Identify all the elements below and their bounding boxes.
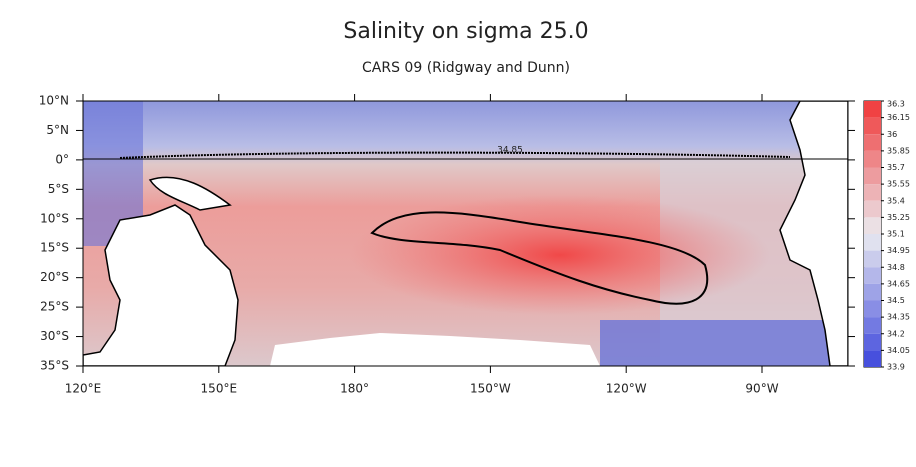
colorbar-label: 34.65 [887,279,910,288]
title: Salinity on sigma 25.0 [343,19,588,44]
x-tick-label: 90°W [745,382,778,396]
contour [370,211,709,305]
y-tick-label: 10°S [40,211,69,225]
y-tick-label: 25°S [40,300,69,314]
x-tick-label: 150°W [470,382,511,396]
colorbar-label: 36.15 [887,113,910,122]
colorbar-label: 34.5 [887,296,905,305]
colorbar-label: 35.85 [887,146,910,155]
colorbar-label: 34.2 [887,329,905,338]
colorbar-label: 36.3 [887,100,905,109]
x-tick-label: 180° [340,382,369,396]
plot-frame [82,100,849,367]
y-tick-label: 20°S [40,270,69,284]
colorbar-label: 35.55 [887,180,910,189]
colorbar-label: 34.35 [887,313,910,322]
land [83,204,239,366]
y-tick-label: 5°N [46,123,69,137]
colorbar-label: 35.7 [887,163,905,172]
colorbar-swatch [864,333,881,351]
colorbar-label: 35.1 [887,230,905,239]
contour [119,151,791,159]
colorbar-swatch [864,234,881,251]
colorbar-swatch [864,317,881,334]
colorbar-swatch [864,300,881,318]
colorbar-label: 35.4 [887,196,905,205]
colorbar-swatch [864,283,881,301]
map-field [83,101,848,366]
colorbar-label: 35.25 [887,213,910,222]
colorbar-swatch [864,134,881,151]
land [779,101,848,366]
colorbar-label: 33.9 [887,363,905,372]
y-tick-label: 15°S [40,241,69,255]
colorbar-swatch [864,117,881,135]
colorbar-swatch [864,184,881,201]
y-tick-label: 0° [55,152,69,166]
colorbar-label: 36 [887,130,897,139]
colorbar-swatch [864,150,881,168]
y-tick-label: 35°S [40,359,69,373]
colorbar-swatch [864,101,881,118]
colorbar-label: 34.05 [887,346,910,355]
colorbar-label: 34.95 [887,246,910,255]
y-tick-label: 30°S [40,329,69,343]
land [148,176,232,211]
colorbar-swatch [864,217,881,234]
south-east-field [600,320,848,366]
y-tick-label: 10°N [39,94,69,108]
subtitle: CARS 09 (Ridgway and Dunn) [362,60,570,76]
y-tick-label: 5°S [48,182,69,196]
colorbar-swatch [864,267,881,284]
x-tick-label: 120°E [65,382,102,396]
colorbar-swatch [864,250,881,268]
colorbar-swatch [864,167,881,185]
contour-label: 34.85 [497,146,523,156]
colorbar-swatch [864,350,881,367]
x-tick-label: 150°E [201,382,238,396]
no-data [270,333,600,366]
colorbar-swatch [864,200,881,218]
colorbar-label: 34.8 [887,263,905,272]
salinity-max [350,195,770,315]
x-tick-label: 120°W [606,382,647,396]
